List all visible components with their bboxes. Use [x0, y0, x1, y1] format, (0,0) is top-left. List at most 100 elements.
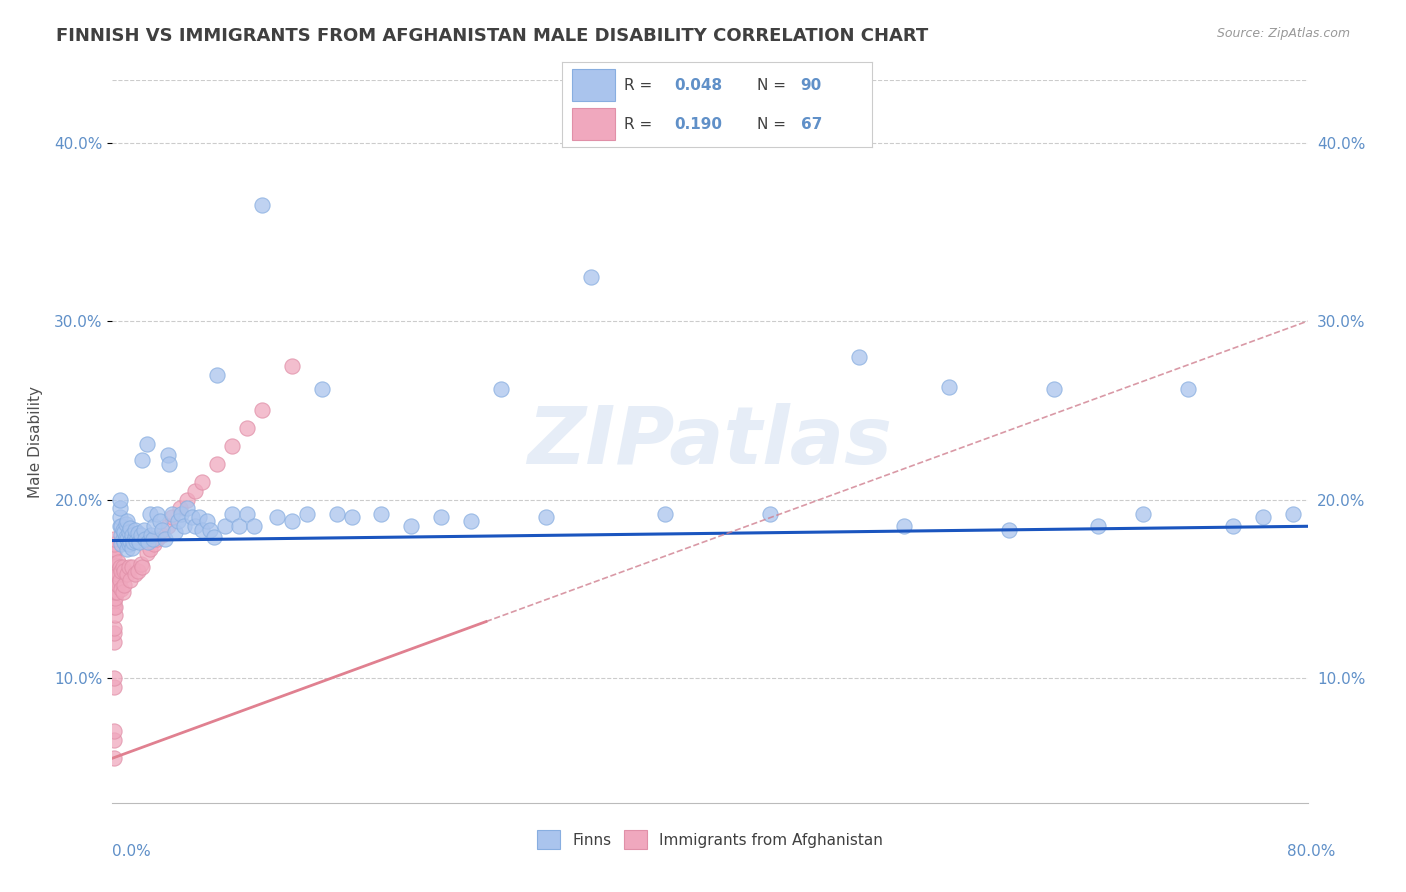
Point: [103, 733, 125, 747]
Point: [105, 573, 128, 587]
Point: [108, 519, 131, 533]
Point: [759, 507, 782, 521]
Point: [340, 510, 363, 524]
Point: [108, 510, 131, 524]
Point: [120, 573, 142, 587]
Point: [111, 523, 134, 537]
Text: R =: R =: [624, 117, 658, 132]
Point: [103, 542, 125, 557]
Point: [489, 382, 512, 396]
Text: R =: R =: [624, 78, 658, 93]
Point: [131, 453, 153, 467]
Point: [167, 514, 190, 528]
Point: [139, 507, 162, 521]
Point: [115, 530, 138, 544]
Point: [938, 380, 960, 394]
Point: [139, 542, 162, 557]
Point: [153, 532, 176, 546]
Point: [250, 198, 273, 212]
Point: [103, 594, 125, 608]
Point: [156, 519, 179, 533]
Point: [103, 578, 125, 592]
Point: [103, 621, 125, 635]
Point: [121, 560, 143, 574]
Point: [1177, 382, 1199, 396]
Point: [1281, 507, 1303, 521]
Point: [430, 510, 453, 524]
Point: [120, 533, 142, 548]
Point: [103, 635, 125, 649]
Point: [205, 457, 228, 471]
Point: [202, 530, 225, 544]
Point: [893, 519, 915, 533]
Point: [176, 501, 198, 516]
Point: [114, 564, 135, 578]
Point: [370, 507, 392, 521]
Point: [111, 560, 134, 574]
Text: FINNISH VS IMMIGRANTS FROM AFGHANISTAN MALE DISABILITY CORRELATION CHART: FINNISH VS IMMIGRANTS FROM AFGHANISTAN M…: [56, 27, 928, 45]
Point: [118, 560, 141, 574]
Point: [111, 532, 134, 546]
Point: [1042, 382, 1064, 396]
Point: [103, 532, 125, 546]
Point: [165, 524, 187, 539]
Point: [125, 533, 148, 548]
Point: [146, 507, 169, 521]
Point: [108, 560, 131, 574]
Point: [188, 510, 211, 524]
Point: [311, 382, 333, 396]
Point: [105, 558, 128, 573]
Point: [117, 532, 139, 546]
Text: 67: 67: [800, 117, 823, 132]
Point: [191, 523, 214, 537]
Point: [141, 528, 163, 542]
Text: ZIPatlas: ZIPatlas: [527, 402, 893, 481]
Point: [221, 507, 243, 521]
Point: [134, 532, 156, 546]
Point: [250, 403, 273, 417]
Point: [228, 519, 250, 533]
Point: [118, 524, 141, 539]
Point: [114, 578, 135, 592]
Point: [236, 507, 259, 521]
Point: [169, 501, 191, 516]
Point: [104, 567, 127, 582]
Point: [325, 507, 347, 521]
Point: [110, 582, 132, 596]
Point: [998, 523, 1021, 537]
Point: [124, 523, 146, 537]
Point: [104, 573, 127, 587]
Point: [149, 514, 172, 528]
Point: [198, 523, 221, 537]
Point: [128, 535, 150, 549]
Point: [105, 585, 128, 599]
Point: [118, 537, 141, 551]
Point: [221, 439, 243, 453]
Point: [1132, 507, 1154, 521]
Text: Source: ZipAtlas.com: Source: ZipAtlas.com: [1216, 27, 1350, 40]
Point: [127, 564, 149, 578]
Point: [150, 528, 173, 542]
Point: [654, 507, 676, 521]
Point: [162, 507, 183, 521]
Point: [103, 564, 125, 578]
Point: [114, 535, 135, 549]
Point: [121, 541, 143, 555]
Point: [295, 507, 318, 521]
Point: [108, 492, 131, 507]
Point: [183, 519, 205, 533]
Text: 0.0%: 0.0%: [112, 845, 152, 859]
Point: [115, 517, 138, 532]
Point: [104, 582, 127, 596]
Point: [135, 437, 157, 451]
Point: [103, 573, 125, 587]
Point: [110, 537, 132, 551]
Point: [117, 542, 139, 557]
Text: N =: N =: [758, 78, 792, 93]
Point: [107, 555, 129, 569]
Point: [191, 475, 214, 489]
Point: [281, 359, 304, 373]
Point: [146, 532, 169, 546]
Point: [579, 269, 602, 284]
Point: [183, 483, 205, 498]
